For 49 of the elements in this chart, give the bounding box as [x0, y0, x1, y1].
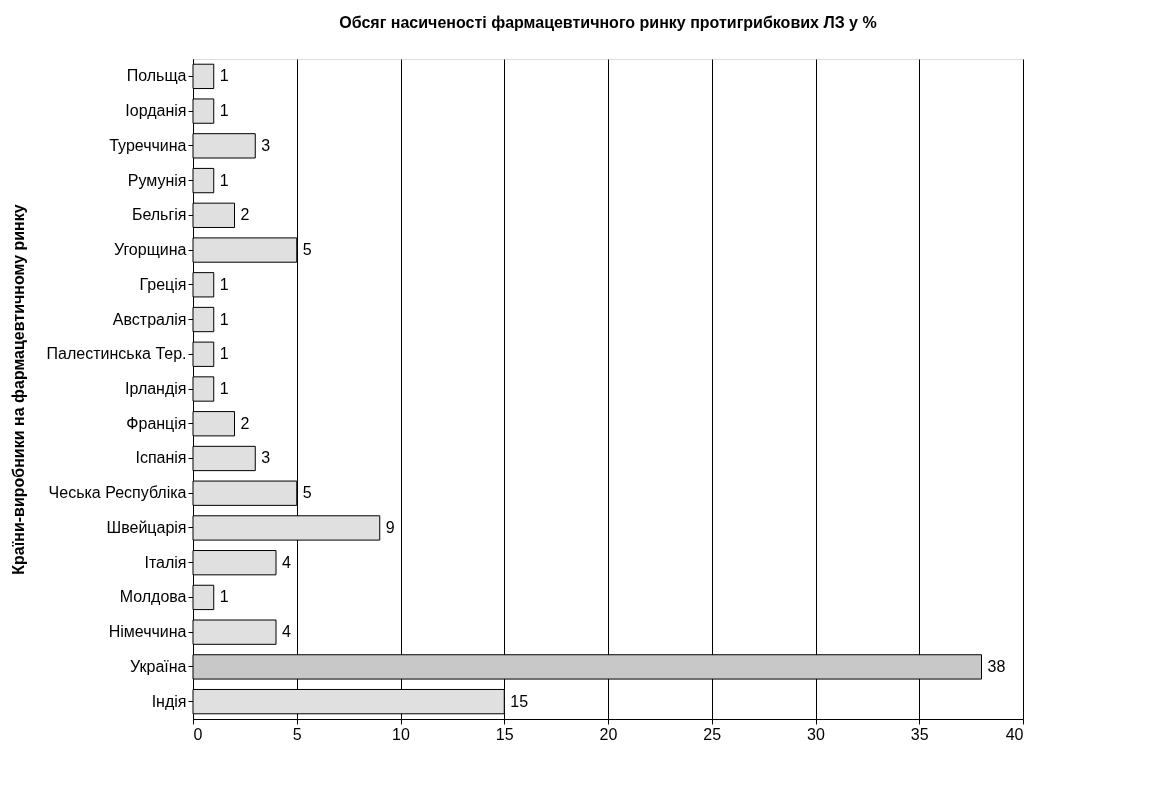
x-tick-label: 5	[292, 725, 302, 743]
data-label: 1	[219, 345, 229, 363]
x-tick-label: 0	[193, 725, 203, 743]
data-label: 5	[302, 241, 312, 259]
x-tick-label: 40	[1005, 725, 1024, 743]
y-tick-label: Румунія	[127, 171, 187, 189]
y-tick-label: Україна	[130, 657, 187, 675]
y-tick-label: Іорданія	[125, 102, 187, 120]
x-tick-label: 25	[703, 725, 722, 743]
y-tick-label: Ірландія	[125, 380, 187, 397]
chart-title: Обсяг насиченості фармацевтичного ринку протигрибкових ЛЗ у %	[339, 14, 877, 31]
y-tick-label: Угорщина	[113, 241, 187, 259]
data-label: 3	[261, 449, 271, 467]
data-label: 1	[219, 588, 229, 606]
y-tick-label: Франція	[126, 414, 187, 432]
data-label: 1	[219, 380, 229, 397]
y-tick-label: Іспанія	[135, 449, 187, 467]
x-tick-label: 10	[392, 725, 410, 743]
data-label: 1	[219, 102, 229, 120]
data-label: 4	[282, 623, 291, 641]
data-label: 1	[219, 67, 229, 85]
y-tick-label: Швейцарія	[106, 518, 187, 536]
data-label: 1	[219, 275, 229, 293]
y-tick-label: Німеччина	[108, 623, 187, 641]
data-label: 15	[510, 692, 529, 710]
y-tick-label: Туреччина	[109, 136, 187, 154]
y-tick-label: Італія	[144, 553, 187, 571]
data-label: 2	[240, 414, 250, 432]
y-tick-label: Австралія	[112, 310, 187, 328]
x-tick-label: 20	[599, 725, 618, 743]
data-label: 4	[282, 553, 291, 571]
x-tick-label: 30	[807, 725, 825, 743]
y-tick-label: Бельгія	[131, 206, 187, 224]
data-label: 2	[240, 206, 250, 224]
y-tick-label: Польща	[126, 67, 187, 85]
data-label: 1	[219, 171, 229, 189]
x-tick-label: 15	[495, 725, 514, 743]
y-tick-label: Чеська Республіка	[48, 484, 187, 502]
x-tick-label: 35	[910, 725, 929, 743]
data-label: 38	[987, 657, 1006, 675]
data-label: 3	[261, 136, 271, 154]
y-axis-title: Країни-виробники на фармацевтичному ринку	[9, 204, 27, 575]
data-label: 1	[219, 310, 229, 328]
data-label: 9	[385, 518, 395, 536]
y-tick-label: Палестинська Тер.	[46, 345, 187, 363]
y-tick-label: Греція	[139, 275, 187, 293]
y-tick-label: Індія	[151, 692, 187, 710]
data-label: 5	[302, 484, 312, 502]
y-tick-label: Молдова	[119, 588, 187, 606]
